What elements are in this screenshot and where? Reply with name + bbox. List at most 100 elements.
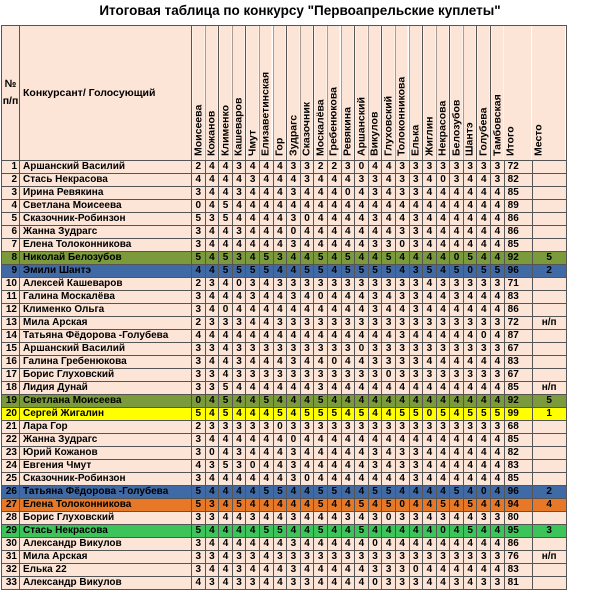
place-cell — [531, 186, 567, 200]
score-cell: 4 — [381, 394, 396, 408]
score-cell: 4 — [313, 563, 328, 577]
score-cell: 3 — [286, 277, 301, 291]
score-cell: 4 — [462, 303, 478, 317]
score-cell: 4 — [231, 407, 247, 421]
row-number: 20 — [1, 407, 20, 421]
score-cell: 5 — [272, 407, 288, 421]
score-cell: 3 — [449, 576, 464, 590]
col-header-judge: Сказочник — [300, 25, 314, 161]
row-number: 32 — [1, 563, 20, 577]
score-cell: 4 — [299, 524, 315, 538]
score-cell: 4 — [245, 563, 260, 577]
table-row: 7 Елена Толоконникова 3 4 4 4 4 4 4 3 4 4 4 4 4 3 3 0 3 4 4 4… — [1, 238, 567, 252]
row-number: 31 — [1, 550, 20, 564]
score-cell: 4 — [286, 329, 301, 343]
score-cell: 0 — [381, 511, 396, 525]
score-cell: 3 — [326, 316, 342, 330]
score-cell: 4 — [258, 433, 274, 447]
table-row: 20 Сергей Жигалин 5 4 5 4 4 4 5 4 5 5 5 4 5 4 4 5 5 0 5 4 5 5 5 9… — [1, 407, 567, 421]
score-cell: 5 — [218, 264, 233, 278]
score-cell: 4 — [422, 199, 437, 213]
score-cell: 4 — [313, 238, 328, 252]
score-cell: 4 — [435, 485, 451, 499]
score-cell: 4 — [354, 485, 369, 499]
total-cell: 99 — [503, 407, 533, 421]
score-cell: 4 — [381, 459, 396, 473]
score-cell: 4 — [258, 550, 274, 564]
score-cell: 0 — [381, 368, 396, 382]
score-cell: 4 — [272, 303, 288, 317]
score-cell: 4 — [218, 225, 233, 239]
score-cell: 4 — [462, 459, 478, 473]
score-cell: 3 — [340, 420, 356, 434]
score-cell: 4 — [462, 511, 478, 525]
score-cell: 3 — [476, 420, 492, 434]
score-cell: 4 — [354, 394, 369, 408]
score-cell: 4 — [381, 472, 396, 486]
score-cell: 4 — [231, 511, 247, 525]
score-cell: 4 — [272, 225, 288, 239]
contestant-name: Елена Толоконникова — [19, 238, 192, 252]
score-cell: 3 — [490, 316, 505, 330]
score-cell: 4 — [381, 329, 396, 343]
score-cell: 0 — [326, 355, 342, 369]
contestant-name: Татьяна Фёдорова -Голубева — [19, 485, 192, 499]
score-cell: 3 — [286, 238, 301, 252]
score-cell: 4 — [340, 498, 356, 512]
score-cell: 4 — [422, 381, 437, 395]
total-cell: 83 — [503, 563, 533, 577]
score-cell: 4 — [354, 251, 369, 265]
score-cell: 4 — [381, 290, 396, 304]
score-cell: 3 — [422, 342, 437, 356]
row-number: 19 — [1, 394, 20, 408]
total-cell: 85 — [503, 186, 533, 200]
score-cell: 4 — [313, 433, 328, 447]
score-cell: 4 — [490, 524, 505, 538]
score-cell: 4 — [490, 459, 505, 473]
score-cell: 4 — [394, 199, 410, 213]
score-cell: 4 — [476, 498, 492, 512]
score-cell: 3 — [476, 316, 492, 330]
score-cell: 4 — [272, 459, 288, 473]
score-cell: 3 — [204, 550, 220, 564]
score-cell: 4 — [394, 433, 410, 447]
row-number: 14 — [1, 329, 20, 343]
score-cell: 3 — [394, 446, 410, 460]
score-cell: 3 — [367, 368, 383, 382]
score-cell: 3 — [245, 173, 260, 187]
score-cell: 3 — [394, 173, 410, 187]
score-cell: 4 — [408, 485, 424, 499]
score-cell: 4 — [218, 290, 233, 304]
score-cell: 3 — [449, 368, 464, 382]
score-cell: 3 — [462, 420, 478, 434]
score-cell: 3 — [313, 368, 328, 382]
score-cell: 4 — [354, 290, 369, 304]
score-cell: 5 — [231, 498, 247, 512]
score-cell: 0 — [340, 186, 356, 200]
score-cell: 5 — [449, 485, 464, 499]
score-cell: 4 — [354, 433, 369, 447]
score-cell: 3 — [408, 264, 424, 278]
score-cell: 4 — [490, 225, 505, 239]
score-cell: 4 — [299, 433, 315, 447]
score-cell: 4 — [326, 199, 342, 213]
score-cell: 3 — [191, 355, 206, 369]
row-number: 1 — [1, 160, 20, 174]
score-cell: 3 — [408, 368, 424, 382]
place-cell — [531, 459, 567, 473]
score-cell: 5 — [313, 485, 328, 499]
row-number: 22 — [1, 433, 20, 447]
contestant-name: Галина Гребенюкова — [19, 355, 192, 369]
score-cell: 2 — [191, 316, 206, 330]
place-cell — [531, 303, 567, 317]
contestant-name: Борис Глуховский — [19, 511, 192, 525]
score-cell: 3 — [435, 342, 451, 356]
score-cell: 4 — [272, 446, 288, 460]
row-number: 17 — [1, 368, 20, 382]
score-cell: 4 — [218, 277, 233, 291]
score-cell: 3 — [286, 576, 301, 590]
row-number: 33 — [1, 576, 20, 590]
score-cell: 5 — [231, 264, 247, 278]
score-cell: 4 — [231, 485, 247, 499]
score-cell: 3 — [422, 160, 437, 174]
